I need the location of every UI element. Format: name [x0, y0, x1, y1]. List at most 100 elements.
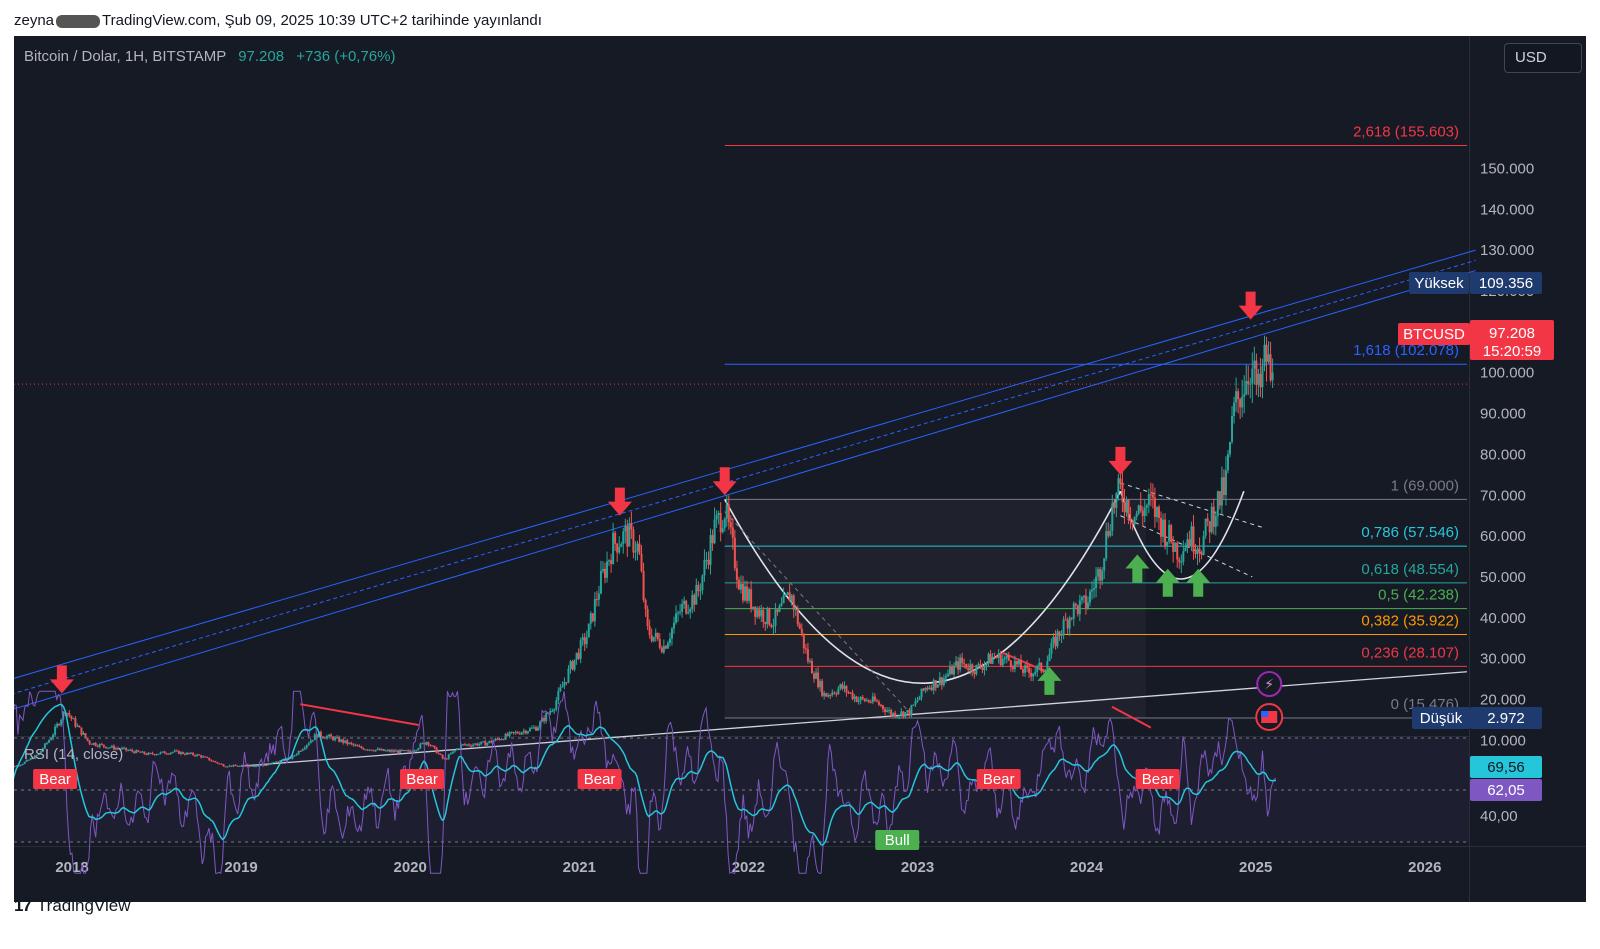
price-tick-label: 150.000 — [1480, 160, 1534, 177]
currency-button[interactable]: USD — [1504, 43, 1582, 73]
candle-body — [1097, 569, 1100, 577]
candle-body — [853, 696, 856, 699]
low-value: 2.972 — [1487, 710, 1525, 727]
candle-body — [78, 725, 81, 728]
handle-upper-trendline — [1120, 482, 1265, 529]
candle-body — [963, 663, 966, 665]
candle-body — [608, 560, 611, 562]
rsi-value-badge-bg — [1470, 779, 1542, 801]
candle-body — [614, 532, 617, 544]
candle-body — [1271, 372, 1274, 381]
candle-body — [141, 751, 144, 753]
candle-body — [989, 653, 992, 664]
candle-body — [808, 661, 811, 663]
candle-body — [1074, 603, 1077, 606]
candle-body — [896, 716, 899, 718]
candle-body — [792, 595, 795, 610]
candle-body — [900, 711, 903, 716]
candle-body — [179, 752, 182, 754]
candle-body — [782, 595, 785, 604]
candle-body — [409, 750, 412, 752]
candle-body — [216, 762, 219, 764]
candle-body — [68, 713, 71, 716]
candle-body — [250, 765, 253, 767]
candle-body — [535, 727, 538, 731]
candle-body — [786, 592, 789, 595]
candle-body — [837, 688, 840, 694]
candle-body — [1036, 665, 1039, 672]
candle-body — [230, 765, 233, 767]
candle-body — [437, 753, 440, 755]
candle-body — [110, 745, 113, 748]
candle-body — [346, 740, 349, 745]
candle-body — [1015, 660, 1018, 665]
candle-body — [263, 764, 266, 766]
candle-body — [1235, 391, 1238, 403]
candle-body — [368, 749, 371, 751]
candle-body — [439, 753, 442, 755]
candle-body — [685, 600, 688, 614]
candle-body — [543, 718, 546, 722]
candle-body — [559, 687, 562, 692]
candle-body — [72, 718, 75, 720]
candle-body — [863, 698, 866, 702]
candle-body — [703, 560, 706, 576]
candle-body — [666, 642, 669, 649]
candle-body — [537, 727, 540, 731]
candle-body — [354, 745, 357, 747]
candle-body — [399, 749, 402, 753]
price-tick-label: 30.000 — [1480, 651, 1526, 668]
candle-body — [985, 662, 988, 666]
candle-body — [1066, 619, 1069, 629]
tradingview-brand[interactable]: 17 TradingView — [14, 896, 131, 915]
candle-body — [1093, 587, 1096, 590]
candle-body — [360, 746, 363, 749]
candle-body — [514, 732, 517, 734]
candle-body — [1251, 368, 1254, 384]
candle-body — [1107, 531, 1110, 536]
fib-level-label: 0,236 (28.107) — [1361, 644, 1459, 661]
sell-arrow-icon — [1238, 291, 1263, 320]
candle-body — [334, 737, 337, 740]
candle-body — [851, 692, 854, 699]
candle-body — [108, 747, 111, 749]
candle-body — [705, 559, 708, 561]
candle-body — [502, 739, 505, 741]
candle-body — [121, 748, 124, 750]
candle-body — [394, 750, 397, 752]
candle-body — [652, 636, 655, 642]
candle-body — [707, 559, 710, 565]
candle-body — [33, 755, 36, 759]
candle-body — [973, 672, 976, 675]
time-tick-label: 2019 — [224, 859, 257, 876]
time-tick-label: 2021 — [563, 859, 596, 876]
candle-body — [1052, 636, 1055, 643]
candle-body — [1133, 516, 1136, 525]
last-price-badge-bg — [1470, 320, 1554, 360]
candle-body — [1200, 552, 1203, 555]
candle-body — [681, 604, 684, 612]
candle-body — [319, 731, 322, 737]
candle-body — [1082, 595, 1085, 598]
chart-area[interactable]: 150.000140.000130.000120.000110.000100.0… — [14, 36, 1586, 902]
high-value-bg — [1470, 272, 1542, 294]
candle-body — [29, 758, 32, 760]
candle-body — [764, 622, 767, 625]
publish-caption: zeyna TradingView.com, Şub 09, 2025 10:39… — [14, 12, 542, 29]
candle-body — [510, 731, 513, 733]
symbol-legend: Bitcoin / Dolar, 1H, BITSTAMP 97.208 +73… — [24, 48, 396, 65]
candle-body — [922, 688, 925, 691]
candle-body — [717, 512, 720, 515]
candle-body — [238, 765, 241, 767]
candle-body — [1233, 402, 1236, 417]
high-label: Yüksek — [1414, 275, 1464, 292]
bear-label: Bear — [584, 771, 616, 788]
fib-level-label: 0,382 (35.922) — [1361, 612, 1459, 629]
candle-body — [1103, 558, 1106, 571]
candle-body — [760, 610, 763, 617]
candle-body — [390, 750, 393, 752]
fib-level-label: 0,5 (42.238) — [1378, 587, 1459, 604]
chart-canvas[interactable]: 150.000140.000130.000120.000110.000100.0… — [14, 36, 1586, 902]
candle-body — [1153, 497, 1156, 518]
candle-body — [644, 599, 647, 609]
